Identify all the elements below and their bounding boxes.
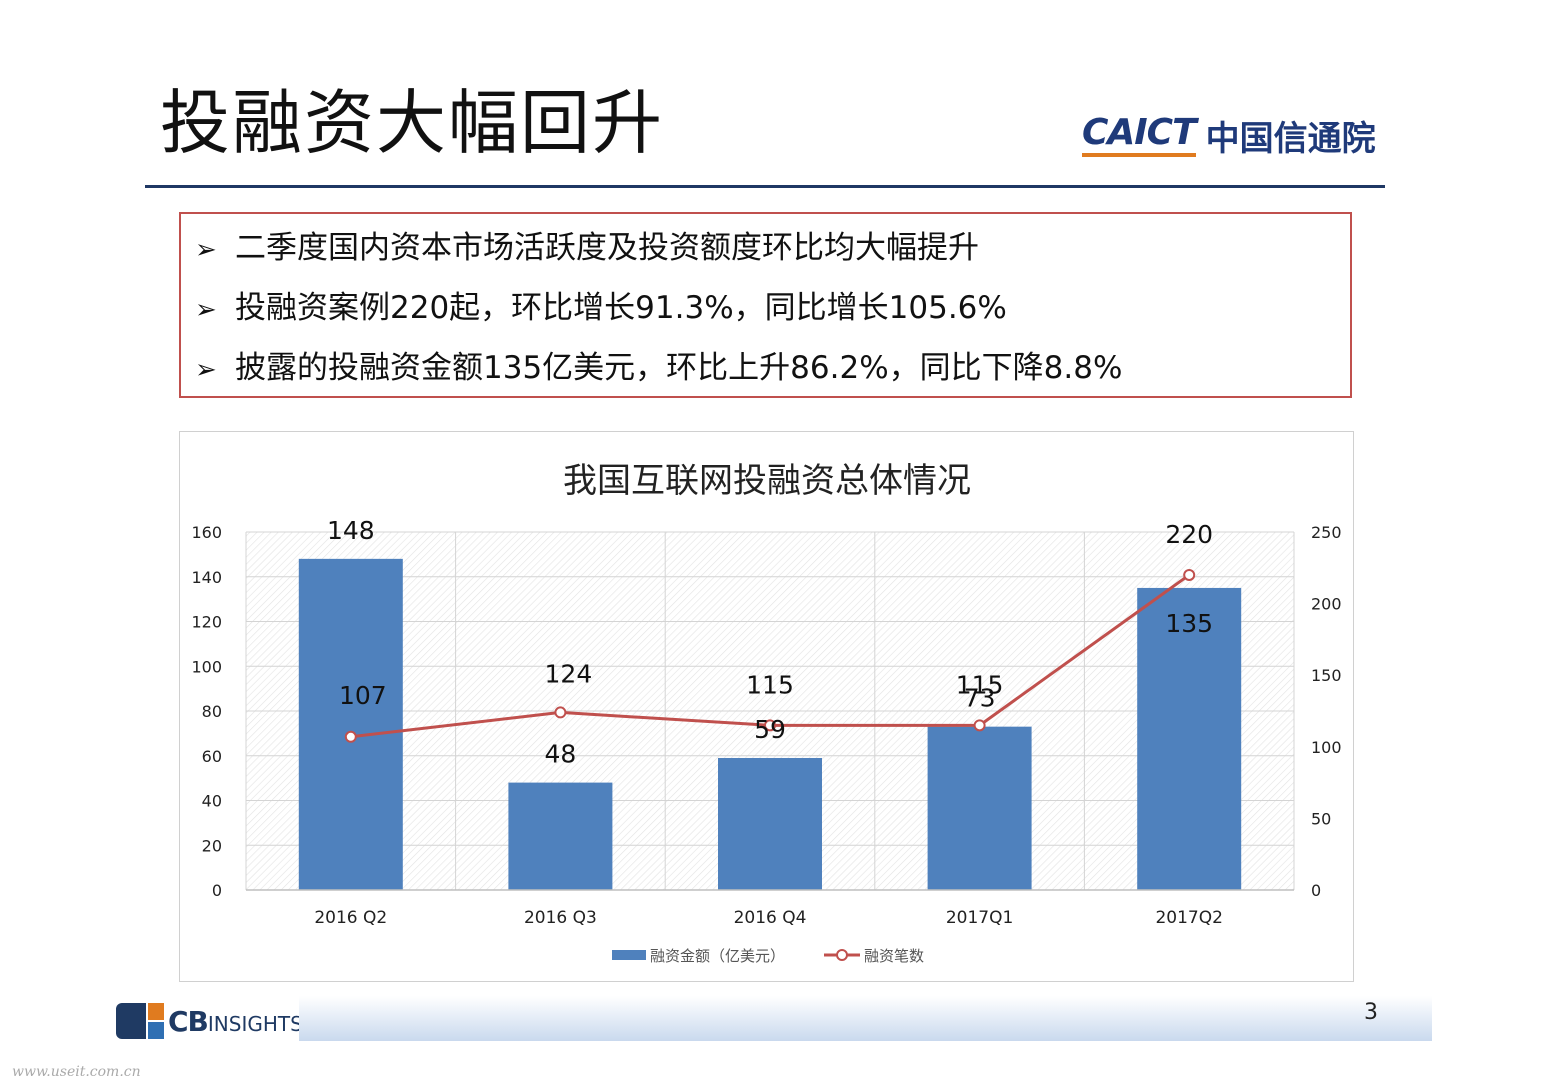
y-right-tick-label: 50 xyxy=(1311,809,1331,828)
bar-data-label: 148 xyxy=(327,516,375,545)
bullet-box: ➢ 二季度国内资本市场活跃度及投资额度环比均大幅提升 ➢ 投融资案例220起，环比增… xyxy=(179,212,1352,398)
legend-label: 融资金额（亿美元） xyxy=(650,947,785,965)
chart-container: 我国互联网投融资总体情况 148 48 59 73 135 107 124 115 115 220… xyxy=(179,431,1354,982)
y-left-tick-label: 40 xyxy=(202,792,222,811)
bar-data-label: 135 xyxy=(1165,609,1213,638)
bar xyxy=(927,726,1032,890)
footer-bar xyxy=(299,996,1432,1041)
chart-title: 我国互联网投融资总体情况 xyxy=(563,461,971,501)
y-right-tick-label: 0 xyxy=(1311,881,1321,900)
page-number: 3 xyxy=(1364,1000,1378,1025)
y-left-tick-label: 160 xyxy=(191,523,222,542)
x-tick-label: 2017Q1 xyxy=(946,908,1013,928)
legend-label: 融资笔数 xyxy=(864,947,924,965)
y-left-tick-label: 100 xyxy=(191,657,222,676)
arrowhead-icon: ➢ xyxy=(195,235,217,265)
y-right-tick-label: 200 xyxy=(1311,595,1342,614)
slide-title: 投融资大幅回升 xyxy=(160,82,664,164)
caict-logo: CAICT 中国信通院 xyxy=(1082,110,1376,160)
bullet-text: 披露的投融资金额135亿美元，环比上升86.2%，同比下降8.8% xyxy=(235,350,1123,386)
watermark: www.useit.com.cn xyxy=(12,1064,141,1080)
y-left-tick-label: 0 xyxy=(212,881,222,900)
legend-swatch-bar xyxy=(612,950,646,960)
bar xyxy=(508,782,613,890)
y-right-tick-label: 150 xyxy=(1311,666,1342,685)
bullet-item: ➢ 披露的投融资金额135亿美元，环比上升86.2%，同比下降8.8% xyxy=(195,348,1122,390)
line-data-label: 124 xyxy=(545,659,593,688)
bar xyxy=(298,558,403,890)
x-tick-label: 2016 Q2 xyxy=(314,908,387,928)
bar xyxy=(718,757,822,890)
y-right-tick-label: 250 xyxy=(1311,523,1342,542)
line-data-label: 220 xyxy=(1165,520,1213,549)
cbinsights-logo: CBINSIGHTS xyxy=(116,1003,303,1039)
y-left-tick-label: 120 xyxy=(191,613,222,632)
line-point xyxy=(554,706,567,719)
line-point xyxy=(973,719,986,732)
cb-logo-small: INSIGHTS xyxy=(207,1011,303,1036)
bar-data-label: 59 xyxy=(754,715,786,744)
line-point xyxy=(1183,568,1196,581)
cbinsights-mark-icon xyxy=(116,1003,164,1039)
y-left-tick-label: 140 xyxy=(191,568,222,587)
arrowhead-icon: ➢ xyxy=(195,355,217,385)
caict-logo-cn: 中国信通院 xyxy=(1205,118,1376,159)
y-left-tick-label: 20 xyxy=(202,836,222,855)
bullet-item: ➢ 投融资案例220起，环比增长91.3%，同比增长105.6% xyxy=(195,288,1007,330)
line-point xyxy=(344,730,357,743)
x-tick-label: 2016 Q4 xyxy=(734,908,807,928)
bullet-item: ➢ 二季度国内资本市场活跃度及投资额度环比均大幅提升 xyxy=(195,228,979,270)
bullet-text: 二季度国内资本市场活跃度及投资额度环比均大幅提升 xyxy=(235,230,979,266)
line-point xyxy=(764,719,776,732)
line-data-label: 107 xyxy=(339,681,387,710)
title-divider xyxy=(145,185,1385,188)
bar-data-label: 48 xyxy=(544,740,576,769)
cb-logo-main: CB xyxy=(168,1004,209,1038)
arrowhead-icon: ➢ xyxy=(195,295,217,325)
bar-data-label: 73 xyxy=(964,684,996,713)
y-left-tick-label: 60 xyxy=(202,747,222,766)
line-data-label: 115 xyxy=(956,670,1004,699)
y-left-tick-label: 80 xyxy=(202,702,222,721)
x-tick-label: 2016 Q3 xyxy=(524,908,597,928)
legend-swatch-marker xyxy=(836,949,848,961)
caict-logo-en: CAICT xyxy=(1082,113,1197,157)
combo-chart: 我国互联网投融资总体情况 148 48 59 73 135 107 124 115 115 220… xyxy=(191,461,1342,965)
bullet-text: 投融资案例220起，环比增长91.3%，同比增长105.6% xyxy=(235,290,1007,326)
x-tick-label: 2017Q2 xyxy=(1155,908,1222,928)
y-right-tick-label: 100 xyxy=(1311,738,1342,757)
bar xyxy=(1137,587,1242,890)
line-data-label: 115 xyxy=(746,670,794,699)
